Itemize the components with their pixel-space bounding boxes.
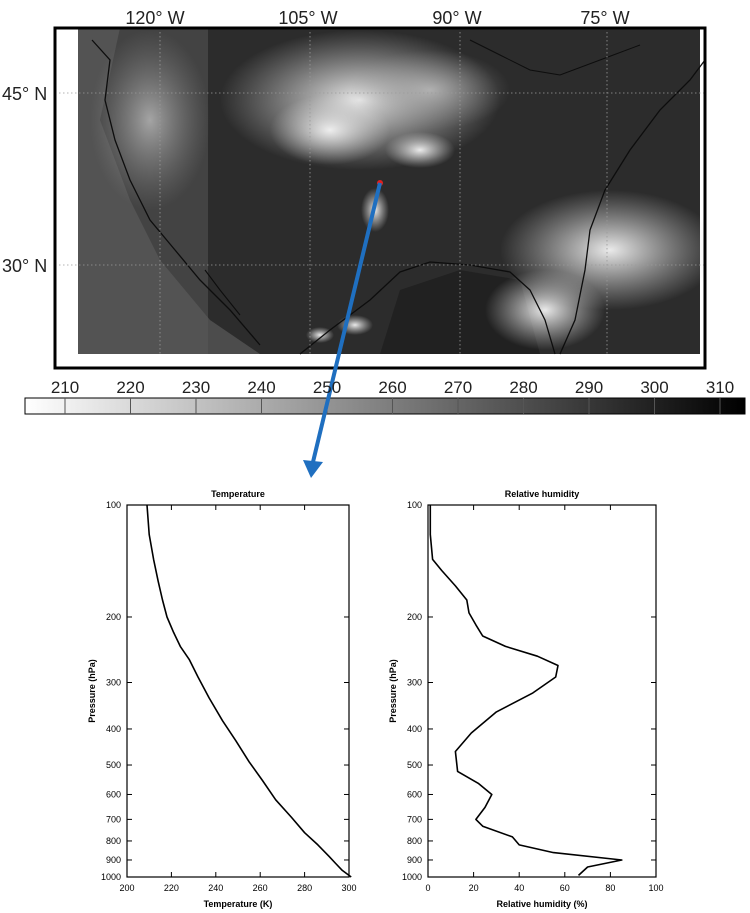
colorbar-tick-label: 280 [509, 378, 537, 397]
colorbar-tick-label: 310 [706, 378, 734, 397]
colorbar-tick-label: 240 [247, 378, 275, 397]
colorbar-tick-label: 270 [444, 378, 472, 397]
satellite-image [53, 26, 707, 370]
colorbar [24, 397, 746, 415]
colorbar-tick-label: 220 [116, 378, 144, 397]
lat-label-45n: 45° N [2, 84, 47, 104]
location-arrow-head [303, 460, 323, 478]
lon-label-75w: 75° W [580, 8, 629, 28]
lon-label-105w: 105° W [278, 8, 337, 28]
location-arrow [311, 182, 382, 463]
colorbar-tick-label: 250 [313, 378, 341, 397]
lon-label-90w: 90° W [432, 8, 481, 28]
colorbar-tick-label: 260 [378, 378, 406, 397]
colorbar-tick-label: 290 [575, 378, 603, 397]
colorbar-tick-label: 300 [640, 378, 668, 397]
colorbar-tick-label: 230 [182, 378, 210, 397]
lon-label-120w: 120° W [125, 8, 184, 28]
colorbar-tick-label: 210 [51, 378, 79, 397]
lat-label-30n: 30° N [2, 256, 47, 276]
